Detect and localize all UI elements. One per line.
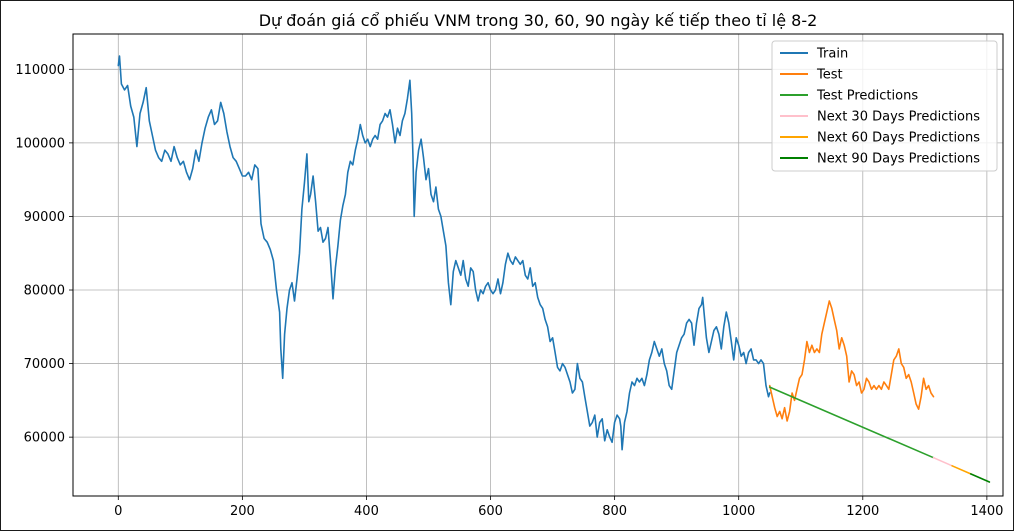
plot-border [72, 33, 1004, 497]
y-tick-label: 90000 [24, 210, 65, 225]
x-tick-label: 1200 [846, 504, 879, 519]
legend-label: Test Predictions [816, 89, 918, 104]
x-tick-label: 800 [602, 504, 627, 519]
legend-label: Test [816, 68, 843, 83]
series-line-next-60-days-predictions [951, 465, 972, 475]
series-line-test [768, 300, 935, 422]
x-tick-label: 1000 [722, 504, 755, 519]
x-tick-label: 0 [114, 504, 122, 519]
legend-label: Next 30 Days Predictions [817, 110, 980, 125]
series-line-next-30-days-predictions [932, 456, 953, 467]
axis-ticks: 0 200 400 600 800 1000 1200 1400 60000 70000 80000… [15, 63, 1003, 519]
y-tick-label: 60000 [24, 431, 65, 446]
legend-label: Train [816, 47, 848, 62]
series-line-train [117, 55, 771, 451]
series-line-test-predictions [768, 386, 935, 459]
x-tick-label: 1400 [970, 504, 1003, 519]
legend: Train Test Test Predictions Next 30 Days Pr… [771, 40, 998, 172]
chart-title: Dự đoán giá cổ phiếu VNM trong 30, 60, 9… [259, 11, 818, 30]
x-tick-label: 600 [478, 504, 503, 519]
legend-label: Next 60 Days Predictions [817, 131, 980, 146]
x-tick-label: 400 [354, 504, 379, 519]
y-tick-label: 100000 [15, 136, 65, 151]
series-line-next-90-days-predictions [969, 473, 991, 483]
x-tick-label: 200 [230, 504, 255, 519]
y-tick-label: 80000 [24, 284, 65, 299]
series-layer [117, 55, 991, 483]
legend-box [771, 40, 998, 172]
y-tick-label: 70000 [24, 357, 65, 372]
y-tick-label: 110000 [15, 63, 65, 78]
legend-label: Next 90 Days Predictions [817, 152, 980, 167]
